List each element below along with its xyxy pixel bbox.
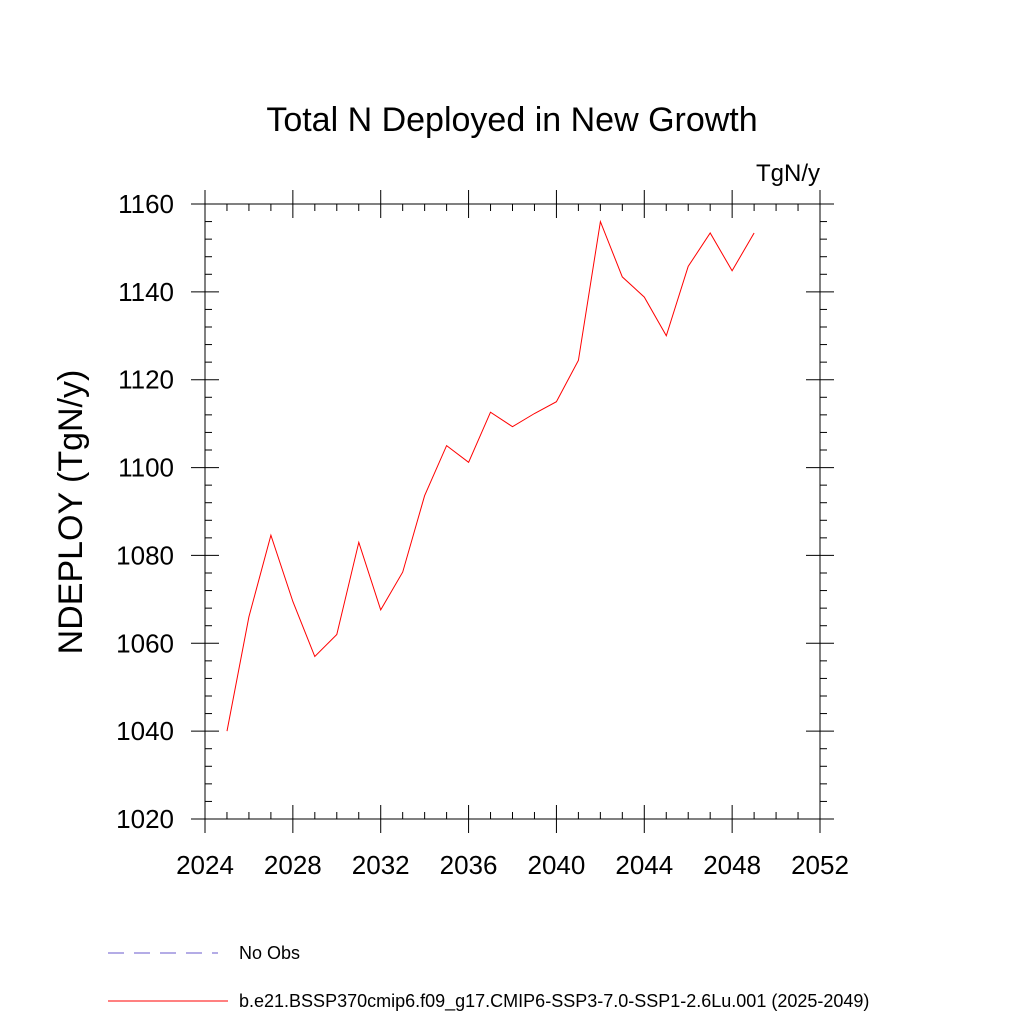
major-ticks	[191, 190, 834, 833]
x-tick-label: 2032	[352, 850, 410, 880]
y-tick-label: 1080	[116, 540, 174, 570]
legend-label-no-obs: No Obs	[239, 943, 300, 963]
units-label: TgN/y	[756, 160, 820, 187]
legend: No Obs b.e21.BSSP370cmip6.f09_g17.CMIP6-…	[108, 943, 869, 1012]
x-tick-label: 2024	[176, 850, 234, 880]
x-tick-label: 2052	[791, 850, 849, 880]
legend-label-model-run: b.e21.BSSP370cmip6.f09_g17.CMIP6-SSP3-7.…	[239, 991, 869, 1012]
chart-title: Total N Deployed in New Growth	[266, 101, 757, 139]
y-tick-label: 1040	[116, 716, 174, 746]
x-tick-labels: 2024 2028 2032 2036 2040 2044 2048 2052	[176, 850, 849, 880]
series-lines	[226, 219, 755, 732]
x-tick-label: 2028	[264, 850, 322, 880]
x-tick-label: 2036	[440, 850, 498, 880]
minor-ticks	[205, 204, 827, 819]
y-tick-label: 1140	[118, 277, 174, 307]
x-tick-label: 2040	[528, 850, 586, 880]
y-tick-labels: 1020 1040 1060 1080 1100 1120 1140 1160	[116, 189, 174, 834]
x-tick-label: 2048	[703, 850, 761, 880]
x-tick-label: 2044	[615, 850, 673, 880]
y-tick-label: 1060	[116, 628, 174, 658]
series-line	[226, 219, 755, 732]
y-tick-label: 1160	[118, 189, 174, 219]
plot-frame-rect	[204, 203, 821, 820]
y-tick-label: 1100	[118, 453, 174, 483]
y-tick-label: 1020	[116, 804, 174, 834]
y-tick-label: 1120	[118, 365, 174, 395]
y-axis-label: NDEPLOY (TgN/y)	[52, 370, 90, 655]
plot-frame	[204, 203, 821, 820]
